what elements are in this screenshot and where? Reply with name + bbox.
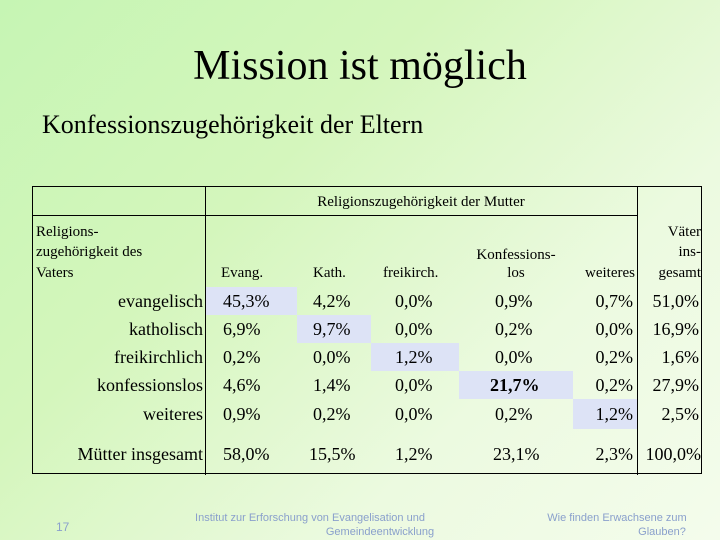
table-cell: 2,3%	[595, 444, 634, 464]
column-header-evang: Evang.	[221, 265, 264, 281]
father-header-line1: Religions-	[36, 224, 99, 240]
footer-institute-line2: Gemeindeentwicklung	[325, 526, 435, 538]
row-label-muetter-insgesamt: Mütter insgesamt	[77, 444, 203, 464]
table-cell: 0,0%	[395, 375, 433, 395]
row-label-weiteres: weiteres	[143, 404, 203, 424]
footer-institute-line1: Institut zur Erforschung von Evangelisat…	[195, 512, 425, 524]
table-cell: 0,0%	[313, 347, 351, 367]
parents-denomination-table: Religionszugehörigkeit der Mutter Religi…	[32, 186, 702, 475]
table-cell: 45,3%	[223, 291, 270, 311]
table-cell: 0,0%	[395, 404, 433, 424]
table-cell: 4,6%	[223, 375, 261, 395]
table-cell: 0,2%	[495, 319, 533, 339]
table-cell: 1,6%	[661, 347, 700, 367]
grid-line	[637, 187, 638, 475]
slide-number: 17	[56, 520, 70, 534]
slide-subtitle: Konfessionszugehörigkeit der Eltern	[42, 110, 424, 139]
table-cell: 0,0%	[395, 319, 433, 339]
table-cell: 58,0%	[223, 444, 270, 464]
grid-line	[33, 215, 637, 216]
table-cell: 0,9%	[495, 291, 533, 311]
row-label-evangelisch: evangelisch	[118, 291, 203, 311]
table-cell: 16,9%	[652, 319, 700, 339]
table-cell: 1,2%	[395, 347, 433, 367]
column-header-weiteres: weiteres	[585, 265, 635, 281]
mother-header: Religionszugehörigkeit der Mutter	[317, 194, 525, 210]
highlight-evangelisch	[205, 287, 297, 315]
table-cell: 0,2%	[495, 404, 533, 424]
table-cell: 1,4%	[313, 375, 351, 395]
column-header-vaeter-line1: Väter	[667, 224, 701, 240]
column-header-vaeter-line2: ins-	[678, 244, 702, 260]
table-cell: 51,0%	[652, 291, 700, 311]
table-cell: 27,9%	[652, 375, 700, 395]
table-cell: 1,2%	[395, 444, 433, 464]
table-cell: 0,7%	[595, 291, 634, 311]
father-header-line3: Vaters	[36, 265, 74, 281]
table-cell: 0,0%	[495, 347, 533, 367]
slide-title: Mission ist möglich	[193, 43, 527, 89]
column-header-konfessionslos-line1: Konfessions-	[476, 247, 556, 263]
highlight-freikirchlich	[371, 343, 459, 371]
table-cell: 0,2%	[595, 375, 634, 395]
table-cell: 15,5%	[309, 444, 356, 464]
row-label-konfessionslos: konfessionslos	[96, 375, 203, 395]
father-header-line2: zugehörigkeit des	[36, 244, 143, 260]
column-header-konfessionslos-line2: los	[507, 265, 525, 281]
table-cell: 0,0%	[595, 319, 634, 339]
table-cell: 0,2%	[223, 347, 261, 367]
table-cell: 100,0%	[645, 444, 702, 464]
table-cell: 1,2%	[595, 404, 634, 424]
highlight-katholisch	[297, 315, 371, 343]
column-header-vaeter-line3: gesamt	[658, 265, 702, 281]
row-label-freikirchlich: freikirchlich	[114, 347, 203, 367]
table-cell: 6,9%	[223, 319, 261, 339]
footer-book-line2: Glauben?	[638, 526, 686, 538]
table-cell: 2,5%	[661, 404, 700, 424]
column-header-kath: Kath.	[313, 265, 346, 281]
grid-line	[205, 187, 206, 475]
table-cell: 21,7%	[490, 375, 540, 395]
table-cell: 0,9%	[223, 404, 261, 424]
table-cell: 4,2%	[313, 291, 351, 311]
table-cell: 0,2%	[595, 347, 634, 367]
table-cell: 23,1%	[493, 444, 540, 464]
table-cell: 9,7%	[313, 319, 351, 339]
footer-book-line1: Wie finden Erwachsene zum	[547, 512, 687, 524]
table-cell: 0,0%	[395, 291, 433, 311]
row-label-katholisch: katholisch	[129, 319, 203, 339]
highlight-konfessionslos	[459, 371, 573, 399]
table-cell: 0,2%	[313, 404, 351, 424]
highlight-weiteres	[573, 399, 637, 429]
column-header-freikirch: freikirch.	[383, 265, 439, 281]
